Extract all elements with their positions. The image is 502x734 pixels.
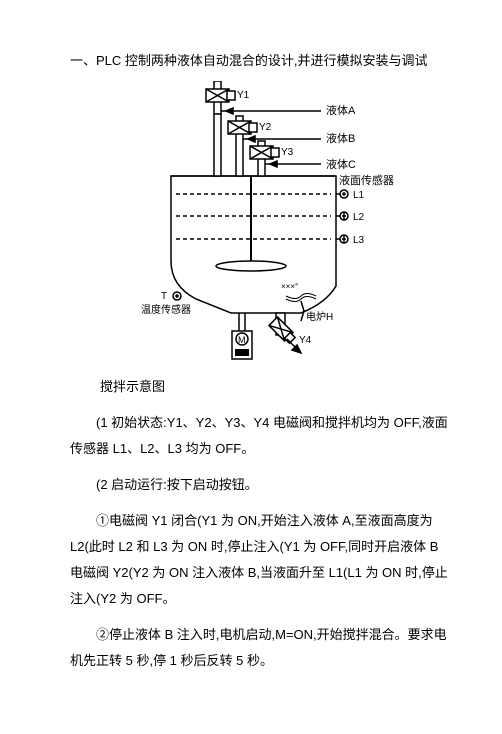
mixing-diagram: T Y1 Y2 (70, 81, 452, 361)
label-liquid-c: 液体C (326, 157, 356, 171)
label-y4: Y4 (299, 335, 312, 346)
label-l2: L2 (353, 212, 365, 223)
label-temp-sensor: 温度传感器 (141, 303, 191, 316)
svg-text:T: T (161, 291, 167, 302)
label-y2: Y2 (259, 122, 272, 133)
label-deg: ×××° (281, 282, 298, 291)
label-liquid-b: 液体B (326, 131, 355, 145)
label-y1: Y1 (237, 90, 250, 101)
label-y3: Y3 (281, 147, 294, 158)
paragraph-4: ②停止液体 B 注入时,电机启动,M=ON,开始搅拌混合。要求电机先正转 5 秒… (70, 622, 452, 674)
label-l1: L1 (353, 190, 365, 201)
label-heater: 电炉H (306, 310, 333, 323)
label-motor: M (238, 335, 246, 345)
label-liquid-a: 液体A (326, 103, 356, 117)
paragraph-1: (1 初始状态:Y1、Y2、Y3、Y4 电磁阀和搅拌机均为 OFF,液面传感器 … (70, 410, 452, 462)
paragraph-3: ①电磁阀 Y1 闭合(Y1 为 ON,开始注入液体 A,至液面高度为 L2(此时… (70, 508, 452, 612)
document-title: 一、PLC 控制两种液体自动混合的设计,并进行模拟安装与调试 (70, 50, 452, 69)
diagram-caption: 搅拌示意图 (100, 376, 452, 395)
paragraph-2: (2 启动运行:按下启动按钮。 (70, 472, 452, 498)
label-sensor-title: 液面传感器 (339, 173, 394, 187)
label-l3: L3 (353, 235, 365, 246)
